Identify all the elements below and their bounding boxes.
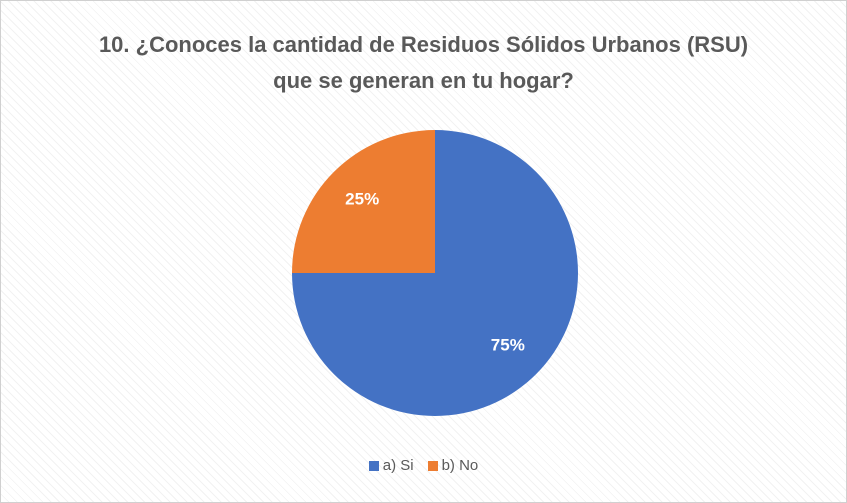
title-box: 10. ¿Conoces la cantidad de Residuos Sól…	[1, 27, 846, 99]
data-label: 75%	[491, 335, 525, 354]
legend-label: a) Si	[382, 457, 414, 474]
legend-item: a) Si	[368, 457, 414, 474]
legend: a) Si b) No	[1, 457, 846, 474]
chart-title: 10. ¿Conoces la cantidad de Residuos Sól…	[98, 32, 749, 93]
legend-swatch	[368, 460, 379, 471]
legend-swatch	[427, 460, 438, 471]
data-label: 25%	[345, 190, 379, 209]
pie-slice	[292, 130, 435, 273]
legend-item: b) No	[427, 457, 479, 474]
legend-label: b) No	[441, 457, 479, 474]
